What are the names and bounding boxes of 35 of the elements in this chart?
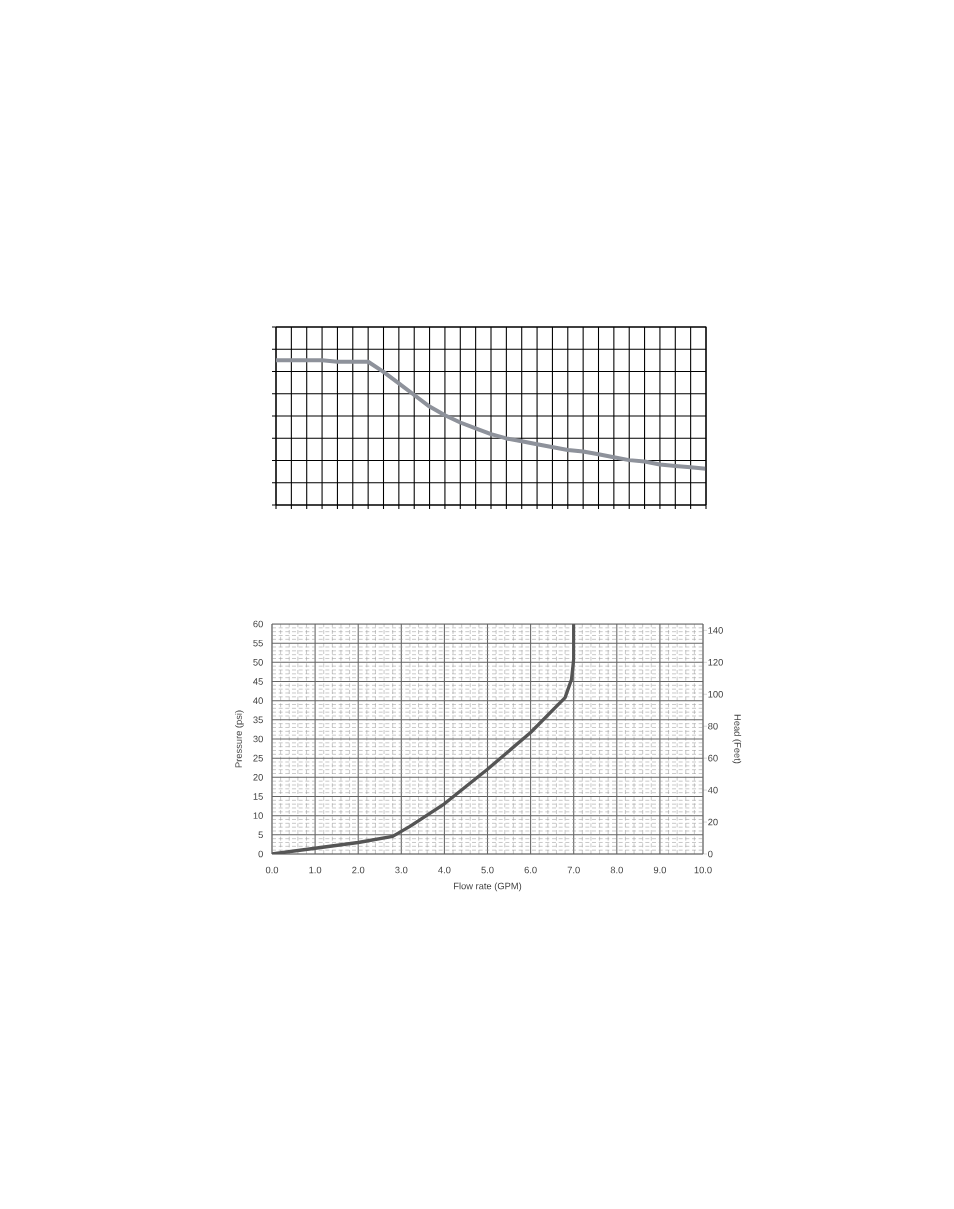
y2-tick-label: 120 [708,659,723,666]
x-tick-label: 9.0 [653,866,667,874]
x-tick-label: 2.0 [352,866,365,874]
x-axis-title: Flow rate (GPM) [454,882,522,892]
y-axis-title: Pressure (psi) [235,710,244,768]
x-tick-label: 3.0 [395,866,408,874]
y-tick-label: 55 [253,639,263,647]
y-tick-label: 60 [253,620,263,628]
y-tick-label: 20 [253,774,263,781]
y-tick-label: 10 [253,812,263,819]
x-tick-label: 4.0 [438,866,451,874]
y-tick-label: 50 [253,659,263,666]
x-tick-label: 0.0 [265,866,279,874]
x-tick-label: 10.0 [694,866,712,874]
y-tick-label: 45 [253,678,263,685]
y-tick-label: 40 [253,697,263,704]
x-tick-label: 1.0 [309,866,322,874]
x-tick-label: 5.0 [481,866,494,874]
y2-tick-label: 0 [708,850,713,858]
x-tick-label: 8.0 [610,866,623,874]
y2-axis-title: Head (Feet) [732,714,742,764]
y2-tick-label: 100 [708,690,723,698]
y-tick-label: 0 [258,850,263,858]
x-tick-label: 7.0 [567,866,580,874]
y-tick-label: 15 [253,793,263,800]
x-tick-label: 6.0 [524,866,537,874]
y-tick-label: 25 [253,754,263,762]
y-tick-label: 30 [253,735,263,743]
y2-tick-label: 60 [708,754,718,762]
y2-tick-label: 20 [708,818,718,826]
y2-tick-label: 40 [707,786,718,794]
y2-tick-label: 80 [708,722,718,730]
y-tick-label: 35 [253,716,263,724]
y-tick-label: 5 [258,831,263,839]
y2-tick-label: 140 [708,627,723,634]
